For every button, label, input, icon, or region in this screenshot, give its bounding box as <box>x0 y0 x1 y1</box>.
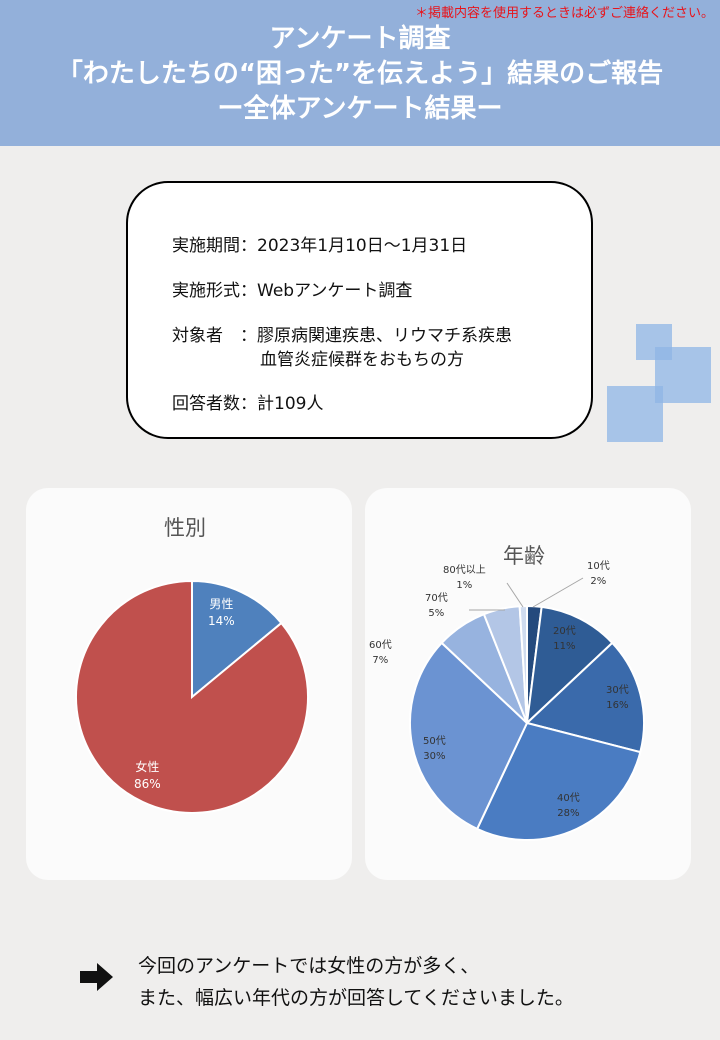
gender-chart-panel: 性別 男性 14% 女性 86% <box>26 488 352 880</box>
chart-title: 性別 <box>164 516 206 540</box>
survey-target-line-2: 血管炎症候群をおもちの方 <box>260 350 464 370</box>
slice-label-80s-plus: 80代以上 1% <box>443 565 486 591</box>
slice-label-female: 女性 86% <box>134 760 161 791</box>
age-slice-3 <box>475 721 642 841</box>
usage-notice: ＊掲載内容を使用するときは必ずご連絡ください。 <box>414 6 714 21</box>
leader-line-1 <box>506 582 524 608</box>
survey-format: 実施形式：Webアンケート調査 <box>172 281 413 301</box>
age-slice-4 <box>409 641 529 831</box>
decorative-square <box>655 347 711 403</box>
slice-label-70s: 70代 5% <box>425 593 448 619</box>
chart-title: 年齢 <box>503 544 545 568</box>
arrow-right-icon <box>80 963 113 991</box>
age-slice-7 <box>518 604 528 724</box>
survey-info-box: 実施期間：2023年1月10日～1月31日 実施形式：Webアンケート調査 対象… <box>126 181 593 439</box>
slice-label-60s: 60代 7% <box>369 640 392 666</box>
slice-label-30s: 30代 16% <box>606 685 629 711</box>
slice-label-50s: 50代 30% <box>423 736 446 762</box>
title-line-1: アンケート調査 <box>269 24 451 54</box>
slice-label-male: 男性 14% <box>208 597 235 628</box>
age-chart-panel: 年齢 10代 2% 20代 11% 30代 16% 40代 28% 50代 30% 60代… <box>365 488 691 880</box>
gender-slice-1 <box>75 579 309 814</box>
conclusion-line-2: また、幅広い年代の方が回答してくださいました。 <box>138 987 574 1009</box>
leader-line-0 <box>532 577 584 608</box>
age-slice-2 <box>524 641 645 754</box>
age-slice-1 <box>525 605 614 726</box>
gender-pie-chart <box>75 579 309 814</box>
conclusion-line-1: 今回のアンケートでは女性の方が多く、 <box>138 955 480 977</box>
slice-label-40s: 40代 28% <box>557 793 580 819</box>
title-line-2: 「わたしたちの“困った”を伝えよう」結果のご報告 <box>56 59 664 89</box>
survey-target-line-1: 対象者 ：膠原病関連疾患、リウマチ系疾患 <box>172 326 512 346</box>
slice-label-20s: 20代 11% <box>553 626 576 652</box>
header-banner: ＊掲載内容を使用するときは必ずご連絡ください。 アンケート調査 「わたしたちの“… <box>0 0 720 146</box>
gender-slice-0 <box>191 579 283 700</box>
survey-period: 実施期間：2023年1月10日～1月31日 <box>172 236 468 256</box>
title-line-3: ー全体アンケート結果ー <box>217 94 503 124</box>
survey-respondents: 回答者数：計109人 <box>172 394 324 414</box>
slice-label-10s: 10代 2% <box>587 561 610 587</box>
age-pie-chart <box>409 577 645 841</box>
decorative-square <box>607 386 663 442</box>
